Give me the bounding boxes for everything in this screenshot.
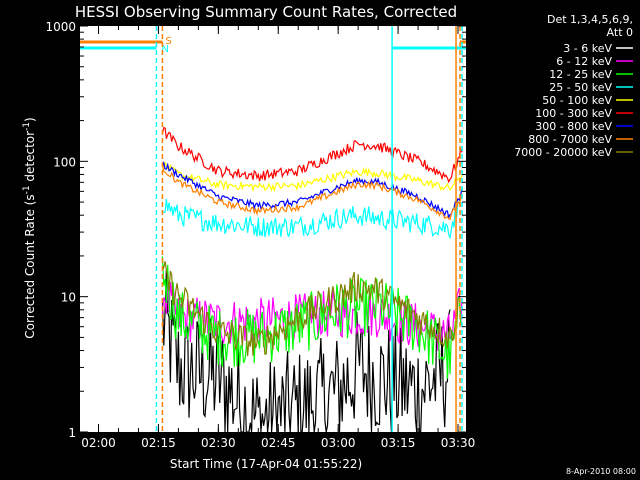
series-line: [161, 164, 463, 221]
x-axis-label: Start Time (17-Apr-04 01:55:22): [170, 457, 362, 471]
legend-label: 7000 - 20000 keV: [514, 146, 612, 159]
legend-header-detectors: Det 1,3,4,5,6,9,: [547, 13, 633, 26]
y-tick-label: 10: [61, 291, 76, 305]
legend-label: 25 - 50 keV: [549, 81, 612, 94]
legend-label: 300 - 800 keV: [535, 120, 612, 133]
x-tick-label: 02:00: [81, 436, 116, 450]
legend-label: 50 - 100 keV: [542, 94, 612, 107]
axis-layer: 1 10 100 1000 02:00 02:15 02:30 02:45 03:00 03:15…: [45, 20, 475, 450]
series-layer: [161, 126, 463, 433]
x-tick-label: 02:45: [261, 436, 296, 450]
footer-date: 8-Apr-2010 08:00: [566, 467, 636, 476]
y-axis-label: Corrected Count Rate (s-1 detector-1): [22, 117, 37, 338]
x-tick-label: 03:30: [441, 436, 476, 450]
series-line: [161, 269, 451, 433]
legend-label: 6 - 12 keV: [556, 55, 612, 68]
legend-label: 3 - 6 keV: [563, 42, 612, 55]
x-tick-label: 02:30: [201, 436, 236, 450]
plot-area: SN 1 10 100 1000 02:00 02:15 02:30 02:45 03:00 03…: [45, 20, 475, 450]
series-line: [161, 126, 463, 184]
vertical-line-layer: [155, 26, 463, 432]
x-tick-label: 02:15: [141, 436, 176, 450]
x-tick-label: 03:00: [321, 436, 356, 450]
y-tick-label: 1: [68, 426, 76, 440]
series-line: [161, 160, 463, 220]
legend-label: 800 - 7000 keV: [528, 133, 612, 146]
legend-header-attenuator: Att 0: [607, 26, 633, 39]
y-tick-label: 1000: [45, 20, 76, 34]
y-tick-label: 100: [53, 155, 76, 169]
series-line: [162, 198, 459, 240]
series-line: [162, 160, 463, 193]
night-flag-label: N: [161, 44, 168, 55]
legend-label: 12 - 25 keV: [549, 68, 612, 81]
chart-title: HESSI Observing Summary Count Rates, Cor…: [75, 3, 457, 21]
flag-layer: SN: [80, 36, 466, 55]
legend-label: 100 - 300 keV: [535, 107, 612, 120]
x-tick-label: 03:15: [381, 436, 416, 450]
saa-flag-label: S: [165, 36, 171, 47]
series-line: [161, 261, 459, 357]
